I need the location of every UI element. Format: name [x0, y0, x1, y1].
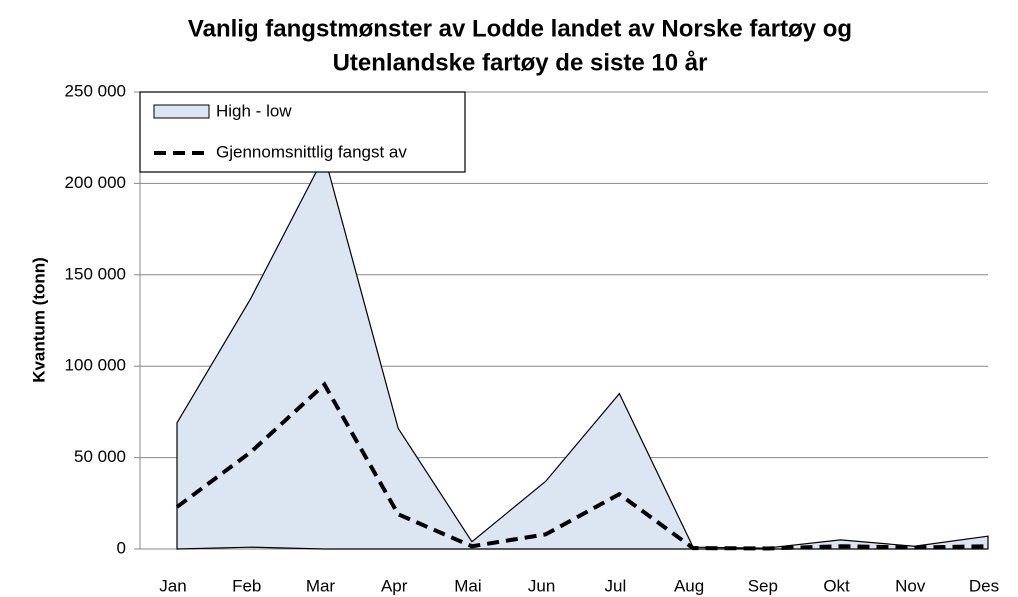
average-line — [175, 381, 989, 551]
high-low-band — [176, 154, 989, 550]
x-tick-label: Jun — [528, 576, 555, 595]
legend-label: High - low — [216, 101, 292, 120]
legend-swatch — [153, 104, 210, 119]
y-tick-label: 100 000 — [65, 356, 126, 375]
x-tick-label: Des — [969, 576, 999, 595]
y-tick-label: 200 000 — [65, 173, 126, 192]
y-tick-label: 250 000 — [65, 81, 126, 100]
x-tick-label: Apr — [381, 576, 408, 595]
x-tick-label: Mai — [454, 576, 481, 595]
x-tick-label: Aug — [674, 576, 704, 595]
x-tick-label: Jul — [604, 576, 626, 595]
x-tick-label: Feb — [232, 576, 261, 595]
x-tick-label: Okt — [823, 576, 850, 595]
y-axis-label: Kvantum (tonn) — [29, 257, 48, 383]
x-tick-label: Mar — [306, 576, 336, 595]
y-tick-label: 50 000 — [74, 447, 126, 466]
chart-title: Vanlig fangstmønster av Lodde landet av … — [188, 15, 852, 42]
x-tick-label: Nov — [895, 576, 926, 595]
chart-title: Utenlandske fartøy de siste 10 år — [333, 49, 708, 76]
y-tick-label: 150 000 — [65, 264, 126, 283]
y-tick-label: 0 — [117, 538, 126, 557]
x-tick-label: Jan — [159, 576, 186, 595]
legend-label: Gjennomsnittlig fangst av — [216, 142, 407, 161]
x-tick-label: Sep — [748, 576, 778, 595]
